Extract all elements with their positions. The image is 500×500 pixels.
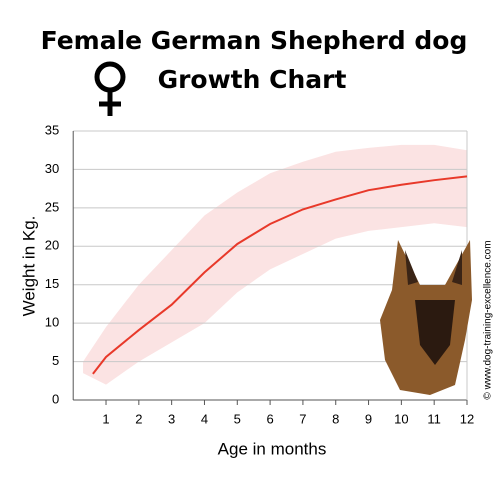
x-tick-label: 1 — [102, 411, 109, 426]
y-tick-label: 10 — [45, 315, 59, 330]
chart-subtitle: Growth Chart — [158, 65, 347, 94]
x-tick-label: 5 — [234, 411, 241, 426]
x-tick-label: 8 — [332, 411, 339, 426]
dog-image — [380, 240, 472, 395]
x-tick-label: 7 — [299, 411, 306, 426]
x-tick-label: 11 — [427, 411, 441, 426]
x-tick-label: 10 — [394, 411, 408, 426]
female-symbol — [94, 61, 126, 116]
y-tick-label: 25 — [45, 199, 59, 214]
y-tick-label: 35 — [45, 122, 59, 137]
x-axis-label: Age in months — [218, 439, 327, 458]
x-tick-label: 12 — [460, 411, 474, 426]
x-tick-label: 6 — [266, 411, 273, 426]
x-tick-label: 9 — [365, 411, 372, 426]
y-tick-label: 20 — [45, 238, 59, 253]
y-tick-label: 15 — [45, 276, 59, 291]
y-tick-label: 5 — [52, 353, 59, 368]
y-tick-label: 30 — [45, 161, 59, 176]
range-band — [83, 144, 468, 385]
y-axis-label: Weight in Kg. — [19, 216, 38, 317]
x-tick-label: 2 — [135, 411, 142, 426]
copyright: © www.dog-training-excellence.com — [483, 240, 494, 399]
chart-title: Female German Shepherd dog — [41, 26, 468, 55]
y-tick-label: 0 — [52, 391, 59, 406]
x-tick-label: 3 — [168, 411, 175, 426]
x-tick-label: 4 — [201, 411, 208, 426]
growth-line — [92, 175, 468, 375]
